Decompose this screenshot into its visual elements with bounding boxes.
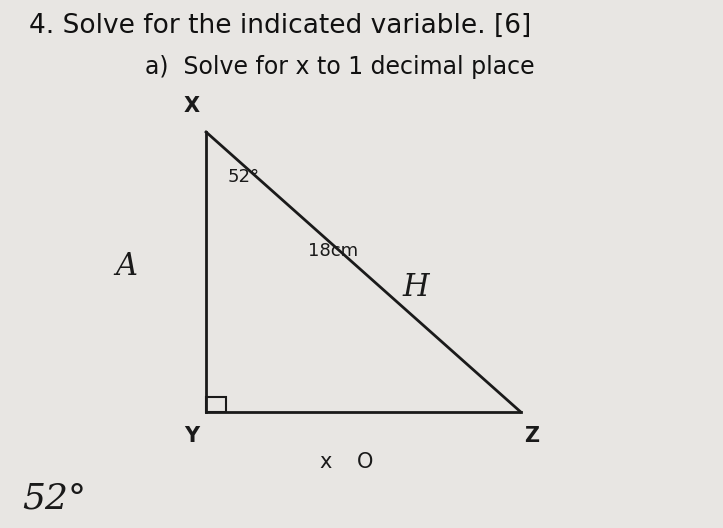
Text: H: H [403,272,429,303]
Text: O: O [357,452,373,472]
Text: Z: Z [524,426,539,446]
Text: a)  Solve for x to 1 decimal place: a) Solve for x to 1 decimal place [145,55,534,79]
Text: x: x [319,452,332,472]
Text: Y: Y [184,426,199,446]
Text: 52°: 52° [228,168,260,186]
Text: 18cm: 18cm [307,242,358,260]
Text: X: X [184,96,200,116]
Text: 4. Solve for the indicated variable. [6]: 4. Solve for the indicated variable. [6] [29,13,531,39]
Text: A: A [116,251,137,282]
Text: 52°: 52° [22,482,86,516]
